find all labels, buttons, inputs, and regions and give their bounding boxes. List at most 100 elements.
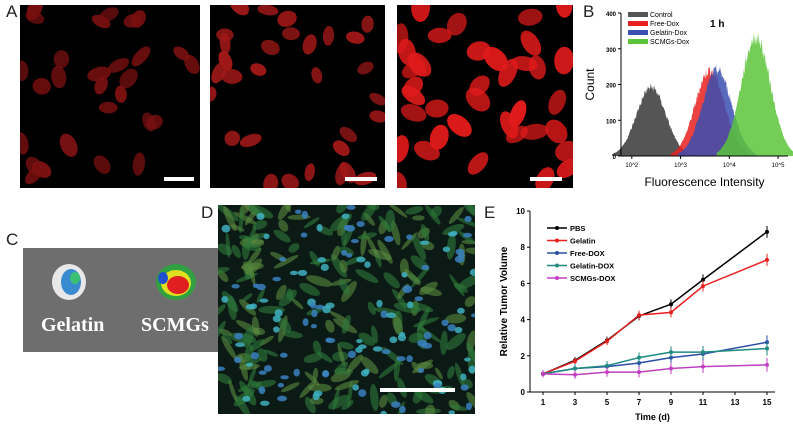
tissue-micrograph bbox=[218, 205, 475, 414]
nucleus bbox=[406, 355, 413, 363]
y-tick-label: 0 bbox=[613, 155, 617, 161]
data-point bbox=[541, 371, 545, 376]
nucleus bbox=[341, 249, 348, 256]
tissue-fiber bbox=[377, 239, 393, 264]
nucleus bbox=[399, 405, 406, 414]
data-point bbox=[765, 257, 769, 262]
tissue-fiber bbox=[242, 242, 261, 252]
tissue-fiber bbox=[331, 245, 340, 261]
x-tick-label: 10^2 bbox=[625, 163, 638, 169]
tissue-fiber bbox=[397, 377, 407, 398]
y-tick-label: 200 bbox=[606, 84, 617, 90]
nucleus bbox=[280, 375, 289, 380]
tissue-fiber bbox=[304, 396, 316, 414]
micrograph-free-dox bbox=[210, 5, 385, 188]
tissue-fiber bbox=[371, 325, 379, 344]
legend-swatch bbox=[628, 39, 648, 44]
nucleus bbox=[417, 367, 425, 373]
nucleus bbox=[352, 384, 360, 391]
tissue-fiber bbox=[347, 380, 353, 408]
nucleus bbox=[301, 210, 309, 219]
tissue-fiber bbox=[249, 339, 265, 351]
x-tick-label: 3 bbox=[573, 398, 578, 407]
tissue-fiber bbox=[283, 205, 291, 213]
tissue-fiber bbox=[263, 349, 279, 357]
tissue-fiber bbox=[277, 205, 293, 221]
tissue-fiber bbox=[448, 206, 464, 225]
tissue-fiber bbox=[303, 217, 320, 229]
y-tick-label: 6 bbox=[521, 279, 526, 288]
nucleus bbox=[221, 295, 229, 303]
cell bbox=[20, 132, 29, 155]
panel-label-b: B bbox=[583, 2, 595, 21]
cell bbox=[99, 7, 119, 22]
tissue-fiber bbox=[419, 281, 438, 295]
y-axis-label: Relative Tumor Volume bbox=[499, 246, 510, 356]
tissue-fiber bbox=[242, 326, 255, 348]
nucleus bbox=[277, 382, 285, 388]
legend-marker bbox=[555, 251, 559, 255]
x-tick-label: 9 bbox=[669, 398, 674, 407]
nucleus bbox=[258, 370, 267, 375]
nucleus bbox=[350, 238, 359, 244]
x-axis-label: Time (d) bbox=[635, 412, 670, 422]
nucleus bbox=[389, 336, 398, 344]
cell bbox=[282, 27, 300, 41]
nucleus bbox=[235, 342, 245, 348]
cell bbox=[210, 86, 217, 102]
tissue-fiber bbox=[334, 380, 360, 391]
tissue-fiber bbox=[218, 373, 232, 384]
nucleus bbox=[346, 253, 353, 258]
nucleus bbox=[465, 402, 473, 411]
x-tick-label: 1 bbox=[541, 398, 546, 407]
data-point bbox=[765, 346, 769, 351]
nucleus bbox=[358, 344, 367, 349]
tissue-fiber bbox=[424, 404, 435, 414]
tissue-fiber bbox=[325, 319, 335, 333]
cell bbox=[427, 27, 452, 44]
nucleus bbox=[315, 304, 325, 310]
data-point bbox=[605, 339, 609, 344]
tissue-fiber bbox=[288, 243, 300, 253]
cell bbox=[263, 173, 279, 188]
data-point bbox=[701, 364, 705, 369]
cell bbox=[361, 15, 374, 33]
cell bbox=[528, 55, 546, 80]
nucleus bbox=[272, 315, 281, 323]
tissue-fiber bbox=[238, 363, 260, 370]
nucleus bbox=[321, 370, 330, 378]
cell bbox=[51, 65, 67, 89]
nucleus bbox=[279, 256, 287, 262]
nucleus bbox=[322, 305, 331, 314]
x-tick-label: 5 bbox=[605, 398, 610, 407]
cell bbox=[408, 52, 432, 77]
nucleus bbox=[419, 240, 430, 245]
tissue-fiber bbox=[278, 317, 292, 333]
tissue-fiber bbox=[385, 209, 396, 233]
nucleus bbox=[260, 400, 270, 406]
data-point bbox=[637, 361, 641, 366]
nucleus bbox=[316, 224, 323, 232]
imaging-panel: Gelatin SCMGs bbox=[23, 248, 241, 352]
nucleus bbox=[245, 362, 253, 367]
tissue-fiber bbox=[408, 301, 434, 313]
legend-label: Free-Dox bbox=[650, 21, 680, 28]
tissue-fiber bbox=[281, 382, 300, 393]
nucleus bbox=[406, 301, 414, 309]
nucleus bbox=[297, 269, 308, 276]
cell bbox=[20, 60, 29, 82]
nucleus bbox=[414, 296, 424, 302]
nucleus bbox=[356, 256, 366, 263]
y-tick-label: 400 bbox=[606, 12, 617, 18]
nucleus bbox=[294, 209, 302, 214]
panel-label-c: C bbox=[6, 230, 19, 249]
tissue-fiber bbox=[456, 217, 475, 228]
y-tick-label: 0 bbox=[521, 388, 526, 397]
tissue-fiber bbox=[234, 395, 251, 414]
tissue-fiber bbox=[442, 223, 465, 236]
y-tick-label: 10 bbox=[516, 207, 525, 216]
tissue-fiber bbox=[446, 333, 466, 351]
data-point bbox=[637, 355, 641, 360]
tissue-fiber bbox=[237, 381, 262, 392]
nucleus bbox=[258, 386, 266, 395]
